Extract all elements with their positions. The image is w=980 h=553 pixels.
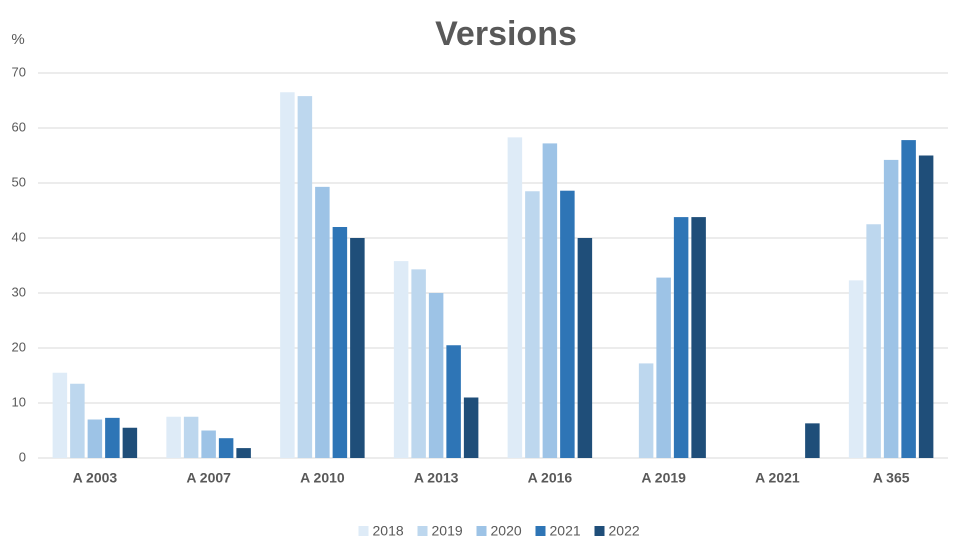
x-tick-label: A 2007 xyxy=(186,470,231,486)
bar xyxy=(105,417,120,458)
bar xyxy=(577,238,593,458)
x-tick-label: A 2021 xyxy=(755,470,800,486)
bar xyxy=(411,269,426,458)
y-tick-label: 0 xyxy=(19,449,26,464)
bar xyxy=(901,140,916,458)
bar xyxy=(166,416,181,458)
bar xyxy=(507,137,523,458)
x-tick-label: A 2019 xyxy=(641,470,686,486)
bar xyxy=(656,277,671,458)
bar xyxy=(218,438,234,458)
bar xyxy=(446,345,461,458)
bar xyxy=(315,186,330,458)
bar xyxy=(560,190,575,458)
bar xyxy=(918,155,934,458)
legend-label: 2021 xyxy=(550,523,581,539)
bar xyxy=(297,96,313,458)
bar xyxy=(70,383,85,458)
legend-swatch xyxy=(417,526,428,536)
bar xyxy=(542,143,558,458)
bar xyxy=(463,397,479,458)
bar xyxy=(183,416,199,458)
y-tick-label: 20 xyxy=(12,339,26,354)
bar xyxy=(52,372,68,458)
bar xyxy=(201,430,216,458)
y-axis-label: % xyxy=(11,31,24,48)
y-tick-label: 30 xyxy=(12,284,26,299)
y-tick-label: 60 xyxy=(12,119,26,134)
bar xyxy=(525,191,540,458)
bar xyxy=(673,217,689,458)
bar xyxy=(87,419,103,458)
bar xyxy=(691,217,706,458)
bar xyxy=(638,363,654,458)
x-tick-label: A 2016 xyxy=(528,470,573,486)
y-tick-label: 40 xyxy=(12,229,26,244)
bar xyxy=(805,423,820,458)
bar xyxy=(393,261,409,458)
legend-swatch xyxy=(535,526,546,536)
bar xyxy=(848,280,864,458)
y-tick-label: 10 xyxy=(12,394,26,409)
legend-label: 2018 xyxy=(373,523,404,539)
legend-label: 2019 xyxy=(432,523,463,539)
x-tick-label: A 2010 xyxy=(300,470,345,486)
x-tick-label: A 2013 xyxy=(414,470,459,486)
x-tick-label: A 365 xyxy=(873,470,910,486)
bar xyxy=(280,92,295,458)
chart-title: Versions xyxy=(435,15,577,53)
bar xyxy=(332,227,348,458)
legend-label: 2020 xyxy=(491,523,522,539)
legend-swatch xyxy=(358,526,369,536)
legend-swatch xyxy=(476,526,487,536)
bar xyxy=(428,293,444,458)
legend-swatch xyxy=(594,526,605,536)
bar xyxy=(883,159,899,458)
legend-label: 2022 xyxy=(609,523,640,539)
bar xyxy=(122,427,138,458)
bar xyxy=(236,448,251,458)
y-tick-label: 70 xyxy=(12,64,26,79)
y-tick-label: 50 xyxy=(12,174,26,189)
bar xyxy=(866,224,881,458)
x-tick-label: A 2003 xyxy=(73,470,118,486)
bar xyxy=(350,238,365,458)
